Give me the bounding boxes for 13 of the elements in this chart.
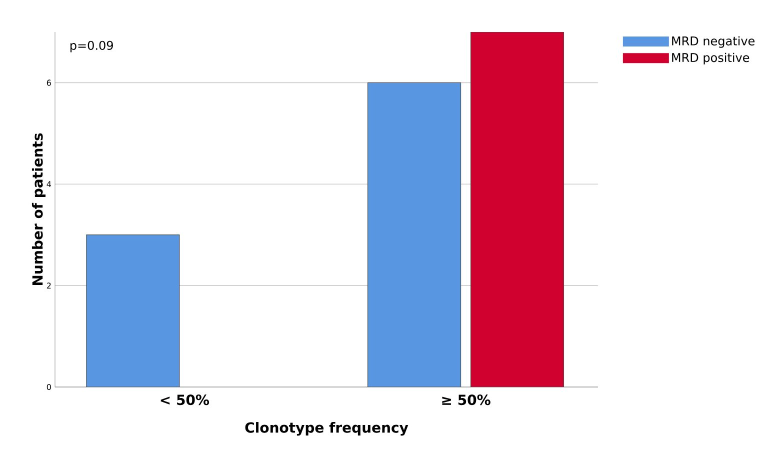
legend-label: MRD negative (672, 36, 755, 48)
x-tick-label: < 50% (160, 394, 210, 406)
y-tick-label: 0 (46, 384, 51, 390)
bar (367, 82, 462, 387)
y-axis-title: Number of patients (32, 133, 46, 286)
y-tick-label: 6 (46, 80, 51, 86)
x-axis-title: Clonotype frequency (245, 422, 408, 436)
bar (86, 234, 180, 387)
x-tick-label: ≥ 50% (442, 394, 490, 406)
legend-label: MRD positive (672, 52, 750, 64)
y-tick-label: 4 (46, 181, 52, 188)
annotation: p=0.09 (70, 40, 113, 52)
y-tick-label: 2 (46, 282, 51, 289)
